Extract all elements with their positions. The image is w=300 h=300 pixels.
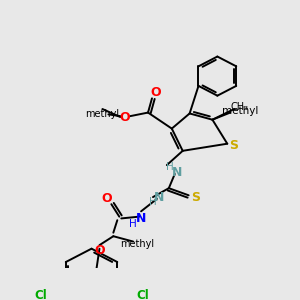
Text: methyl: methyl bbox=[85, 110, 119, 119]
Text: O: O bbox=[151, 85, 161, 99]
Text: O: O bbox=[94, 244, 105, 257]
Text: S: S bbox=[191, 190, 200, 204]
Text: methyl: methyl bbox=[222, 106, 258, 116]
Text: Cl: Cl bbox=[136, 289, 149, 300]
Text: methyl: methyl bbox=[120, 239, 154, 249]
Text: S: S bbox=[229, 139, 238, 152]
Text: H: H bbox=[129, 219, 137, 229]
Text: N: N bbox=[136, 212, 146, 225]
Text: O: O bbox=[101, 192, 112, 206]
Text: H: H bbox=[149, 197, 157, 207]
Text: N: N bbox=[172, 166, 182, 179]
Text: N: N bbox=[154, 190, 164, 204]
Text: CH₃: CH₃ bbox=[230, 102, 248, 112]
Text: Cl: Cl bbox=[34, 289, 47, 300]
Text: H: H bbox=[166, 162, 174, 172]
Text: O: O bbox=[119, 110, 130, 124]
